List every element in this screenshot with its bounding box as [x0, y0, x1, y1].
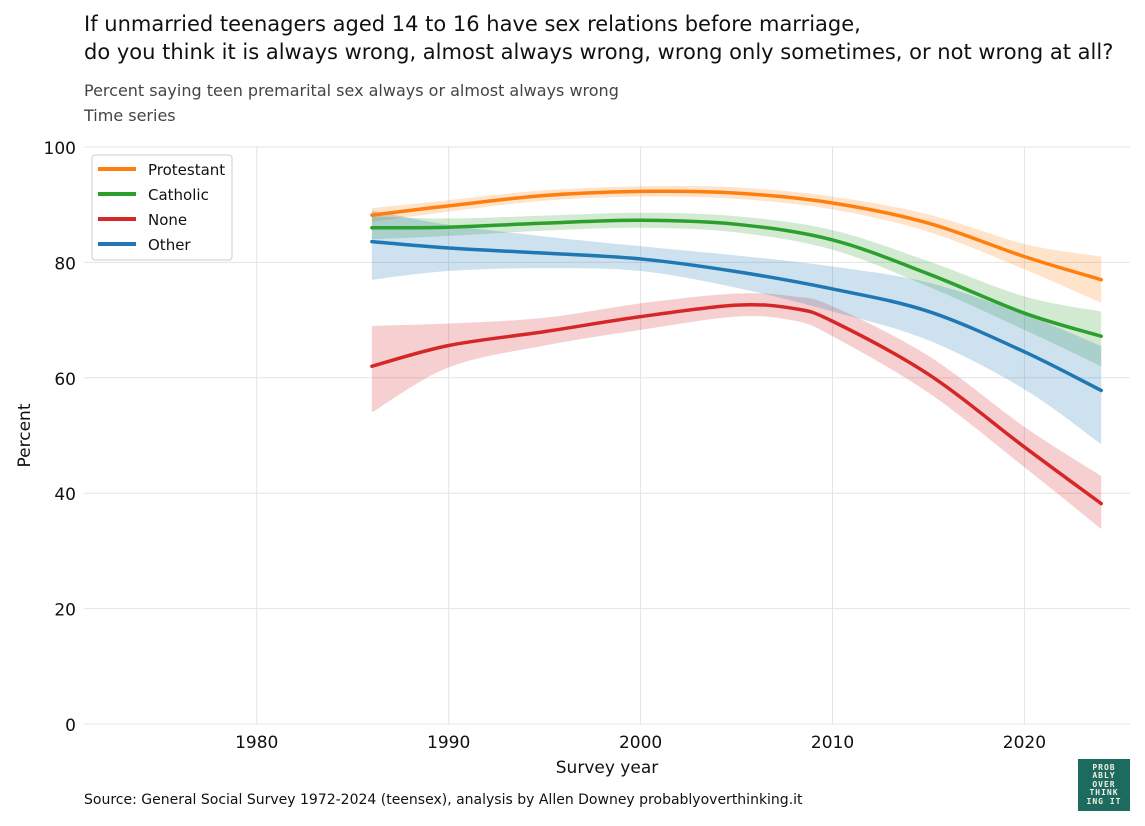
confidence-band-other	[371, 210, 1102, 445]
chart-title-line-1: If unmarried teenagers aged 14 to 16 hav…	[84, 12, 861, 36]
x-tick-label: 1980	[235, 733, 278, 753]
y-tick-label: 0	[65, 716, 76, 736]
legend-label-protestant: Protestant	[148, 161, 225, 179]
source-note: Source: General Social Survey 1972-2024 …	[84, 792, 803, 808]
legend-box	[91, 154, 233, 261]
series-line-other	[370, 239, 1103, 393]
y-tick-label: 20	[54, 601, 76, 621]
legend-label-none: None	[148, 211, 187, 229]
chart-subtitle: Percent saying teen premarital sex alway…	[84, 81, 619, 100]
x-tick-label: 2020	[1003, 733, 1046, 753]
legend-label-catholic: Catholic	[148, 186, 209, 204]
x-tick-label: 2010	[811, 733, 854, 753]
chart-subtitle-2: Time series	[84, 106, 176, 125]
x-tick-label: 2000	[619, 733, 662, 753]
y-tick-label: 80	[54, 254, 76, 274]
series-line-none	[370, 302, 1103, 506]
y-tick-label: 40	[54, 485, 76, 505]
y-tick-label: 100	[44, 139, 76, 159]
chart-title: If unmarried teenagers aged 14 to 16 hav…	[84, 10, 1113, 66]
y-tick-label: 60	[54, 370, 76, 390]
legend-label-other: Other	[148, 236, 191, 254]
confidence-band-none	[371, 293, 1102, 529]
y-axis-label: Percent	[15, 403, 35, 467]
series-line-catholic	[370, 218, 1103, 339]
series-line-protestant	[370, 189, 1103, 282]
probably-overthinking-it-logo: PROB ABLY OVER THINK ING IT	[1078, 759, 1130, 811]
x-tick-label: 1990	[427, 733, 470, 753]
confidence-band-protestant	[371, 185, 1102, 303]
chart-title-line-2: do you think it is always wrong, almost …	[84, 40, 1114, 64]
x-axis-label: Survey year	[556, 758, 658, 778]
